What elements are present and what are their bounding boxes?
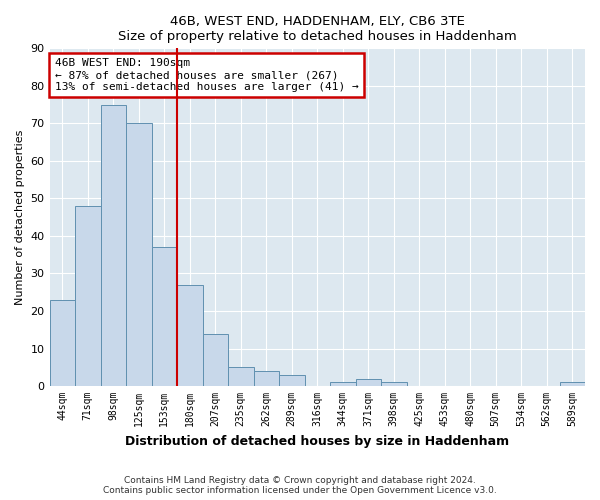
Bar [381,382,407,386]
Bar [279,375,305,386]
Bar [126,124,152,386]
Bar [177,284,203,386]
Bar [254,371,279,386]
Bar [75,206,101,386]
Bar [50,300,75,386]
Title: 46B, WEST END, HADDENHAM, ELY, CB6 3TE
Size of property relative to detached hou: 46B, WEST END, HADDENHAM, ELY, CB6 3TE S… [118,15,517,43]
Y-axis label: Number of detached properties: Number of detached properties [15,130,25,305]
Bar [560,382,585,386]
Bar [152,247,177,386]
Text: Contains HM Land Registry data © Crown copyright and database right 2024.
Contai: Contains HM Land Registry data © Crown c… [103,476,497,495]
Bar [330,382,356,386]
Bar [228,368,254,386]
Bar [356,378,381,386]
Bar [101,104,126,386]
Text: 46B WEST END: 190sqm
← 87% of detached houses are smaller (267)
13% of semi-deta: 46B WEST END: 190sqm ← 87% of detached h… [55,58,359,92]
Bar [203,334,228,386]
X-axis label: Distribution of detached houses by size in Haddenham: Distribution of detached houses by size … [125,434,509,448]
